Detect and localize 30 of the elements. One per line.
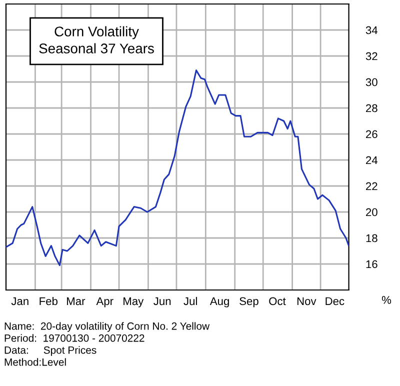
x-tick-label: Sep (240, 297, 258, 308)
y-tick-label: 32 (366, 52, 378, 60)
y-tick-label: 22 (366, 182, 378, 190)
x-tick-label: May (124, 297, 144, 308)
y-tick-label: 20 (366, 208, 378, 216)
x-tick-label: Dec (326, 297, 344, 306)
x-tick-label: Jan (11, 297, 28, 306)
y-tick-label: 16 (366, 260, 378, 268)
x-tick-label: Jul (184, 296, 197, 306)
text: Period: 19700130 - 20070222 (4, 334, 144, 342)
x-tick-label: Feb (40, 296, 58, 306)
x-tick-label: Oct (269, 297, 286, 306)
text: Seasonal 37 Years (39, 43, 154, 54)
text: Corn Volatility (54, 26, 139, 40)
x-tick-label: Apr (96, 297, 114, 308)
y-tick-label: 28 (366, 104, 378, 112)
x-tick-label: Aug (210, 297, 229, 308)
text: Method:Level (4, 358, 66, 366)
line-series (6, 70, 349, 266)
y-tick-label: 26 (366, 130, 378, 138)
text: Data: Spot Prices (4, 346, 96, 356)
x-tick-label: Nov (297, 297, 316, 306)
y-tick-label: 24 (366, 156, 378, 164)
x-tick-label: Jun (154, 297, 171, 306)
y-tick-label: 34 (366, 26, 378, 34)
y-tick-label: 30 (366, 78, 378, 86)
x-tick-label: Mar (67, 297, 86, 306)
text: Name: 20-day volatility of Corn No. 2 Yellow (4, 322, 210, 332)
y-tick-label: 18 (366, 234, 378, 242)
y-axis-title: % (382, 296, 392, 304)
